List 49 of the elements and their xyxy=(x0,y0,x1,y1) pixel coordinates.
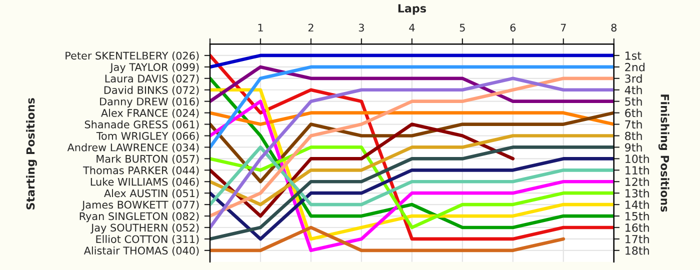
x-tick-label: 5 xyxy=(460,24,465,32)
y2-tick-label: 18th xyxy=(626,246,649,255)
x-tick-label: 1 xyxy=(258,24,263,32)
x-tick-label: 7 xyxy=(560,24,566,32)
y2-tick-label: 5th xyxy=(625,97,642,106)
category-label: Shanade GRESS (061) xyxy=(84,120,199,130)
y2-tick-label: 16th xyxy=(626,223,649,232)
y2-tick-label: 12th xyxy=(626,177,649,186)
category-label: Laura DAVIS (027) xyxy=(105,74,199,84)
text: Starting Positions xyxy=(26,98,37,210)
y2-tick-label: 10th xyxy=(626,154,649,164)
category-label: Mark BURTON (057) xyxy=(96,154,199,164)
category-label: Alistair THOMAS (040) xyxy=(84,246,199,256)
line-series xyxy=(210,134,614,206)
category-label: David BINKS (072) xyxy=(104,86,199,96)
y2-tick-label: 3rd xyxy=(625,74,642,83)
y2-tick-label: 9th xyxy=(625,143,642,152)
category-label: Jay TAYLOR (099) xyxy=(110,63,199,74)
y2-tick-label: 6th xyxy=(625,108,642,118)
category-label: Jay SOUTHERN (052) xyxy=(90,224,199,234)
category-label: Alex AUSTIN (051) xyxy=(104,189,199,198)
category-label: Tom WRIGLEY (066) xyxy=(96,132,199,142)
category-label: Luke WILLIAMS (046) xyxy=(90,178,199,187)
y2-axis-title: Finishing Positions xyxy=(658,94,670,212)
y2-tick-label: 14th xyxy=(626,200,649,209)
category-label: Peter SKENTELBERY (026) xyxy=(66,52,199,61)
x-tick-label: 2 xyxy=(308,24,314,32)
category-label: Ryan SINGLETON (082) xyxy=(80,212,199,222)
x-axis-title: Laps xyxy=(398,4,426,15)
x-tick-label: 4 xyxy=(409,24,415,32)
y2-tick-label: 8th xyxy=(625,132,642,140)
category-label: Elliot COTTON (311) xyxy=(96,235,199,244)
y2-tick-label: 4th xyxy=(624,86,642,94)
y2-tick-label: 1st xyxy=(626,52,642,60)
category-label: Alex FRANCE (024) xyxy=(101,108,199,118)
category-label: James BOWKETT (077) xyxy=(82,200,199,211)
x-tick-label: 8 xyxy=(611,24,616,32)
y2-tick-label: 13th xyxy=(626,188,649,198)
y2-tick-label: 15th xyxy=(626,212,649,220)
x-tick-label: 6 xyxy=(510,24,516,32)
y2-tick-label: 7th xyxy=(625,120,642,129)
category-label: Andrew LAWRENCE (034) xyxy=(67,143,199,153)
y2-tick-label: 17th xyxy=(626,234,649,244)
line-series xyxy=(210,146,614,206)
y2-tick-label: 11th xyxy=(626,166,649,174)
category-label: Thomas PARKER (044) xyxy=(82,166,199,176)
x-tick-label: 3 xyxy=(358,24,364,32)
category-label: Danny DREW (016) xyxy=(100,97,199,108)
y2-tick-label: 2nd xyxy=(625,62,644,72)
